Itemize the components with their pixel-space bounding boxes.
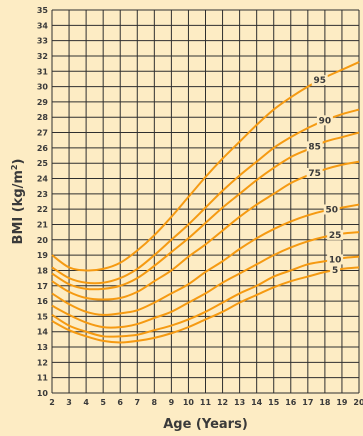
y-tick-label: 24 [37,175,49,184]
percentile-label-background [327,254,344,265]
percentile-label-background [330,265,341,276]
percentile-label-10: 10 [329,255,342,265]
percentile-curve-5 [51,266,360,344]
y-tick-label: 27 [37,129,48,138]
y-tick-label: 14 [37,328,49,337]
percentile-curve-90 [51,108,360,285]
percentile-label-25: 25 [329,231,342,241]
percentile-label-background [311,75,328,86]
y-tick-label: 17 [37,282,48,291]
x-tick-labels: 2 3 4 5 6 7 8 9 10 11 12 13 14 15 16 17 18 19 20 [49,398,363,407]
y-tick-label: 18 [37,266,49,275]
y-axis-title: BMI (kg/m2) [10,159,26,245]
y-tick-label: 32 [37,52,48,61]
percentile-curve-95 [51,61,360,272]
percentile-curves: 510 25 50 75 85 90 95 [51,61,360,344]
x-tick-label: 8 [152,398,158,407]
x-tick-label: 19 [336,398,348,407]
x-tick-label: 16 [285,398,297,407]
x-tick-label: 4 [83,398,89,407]
y-tick-label: 26 [37,144,49,153]
x-tick-label: 13 [234,398,245,407]
y-tick-label: 23 [37,190,48,199]
percentile-label-background [327,229,344,240]
y-tick-label: 19 [37,251,49,260]
percentile-label-85: 85 [308,142,321,152]
percentile-curve-10 [51,255,360,338]
percentile-label-background [316,115,333,126]
x-tick-label: 7 [134,398,140,407]
y-axis-title-close: ) [11,159,26,165]
y-tick-label: 25 [37,159,49,168]
x-tick-label: 12 [217,398,228,407]
percentile-curve-25 [51,231,360,329]
y-axis-title-superscript: 2 [10,164,19,170]
x-tick-label: 5 [100,398,106,407]
percentile-label-background [306,168,323,179]
x-tick-label: 9 [169,398,175,407]
x-tick-label: 17 [302,398,313,407]
y-tick-label: 21 [37,220,49,229]
x-tick-label: 14 [251,398,263,407]
y-tick-label: 22 [37,205,48,214]
y-tick-labels: 10 11 12 13 14 15 16 17 18 19 20 21 22 23 24 25 26 27 28 29… [37,6,49,398]
x-tick-label: 3 [66,398,72,407]
x-tick-label: 6 [117,398,123,407]
percentile-label-90: 90 [319,116,332,126]
y-tick-label: 15 [37,312,49,321]
y-tick-label: 29 [37,98,49,107]
y-tick-label: 16 [37,297,49,306]
x-tick-label: 2 [49,398,55,407]
y-tick-label: 13 [37,343,48,352]
percentile-label-95: 95 [314,76,327,86]
x-axis-title: Age (Years) [163,417,248,432]
y-tick-label: 34 [37,21,49,30]
y-tick-label: 12 [37,358,48,367]
percentile-curve-50 [51,203,360,316]
y-tick-label: 28 [37,113,49,122]
y-tick-label: 11 [37,374,49,383]
y-tick-label: 31 [37,67,49,76]
x-tick-label: 15 [268,398,280,407]
percentile-label-50: 50 [325,205,338,215]
y-tick-label: 30 [37,83,49,92]
y-axis-title-main: BMI (kg/m [11,170,26,244]
x-tick-label: 11 [200,398,212,407]
percentile-label-5: 5 [332,266,338,276]
y-tick-label: 33 [37,37,48,46]
y-tick-label: 10 [37,389,49,398]
y-tick-label: 35 [37,6,49,15]
percentile-label-background [306,141,323,152]
y-tick-label: 20 [37,236,49,245]
x-tick-label: 18 [319,398,331,407]
x-tick-label: 10 [183,398,195,407]
x-tick-label: 20 [353,398,363,407]
percentile-label-75: 75 [308,169,321,179]
percentile-label-background [323,204,340,215]
